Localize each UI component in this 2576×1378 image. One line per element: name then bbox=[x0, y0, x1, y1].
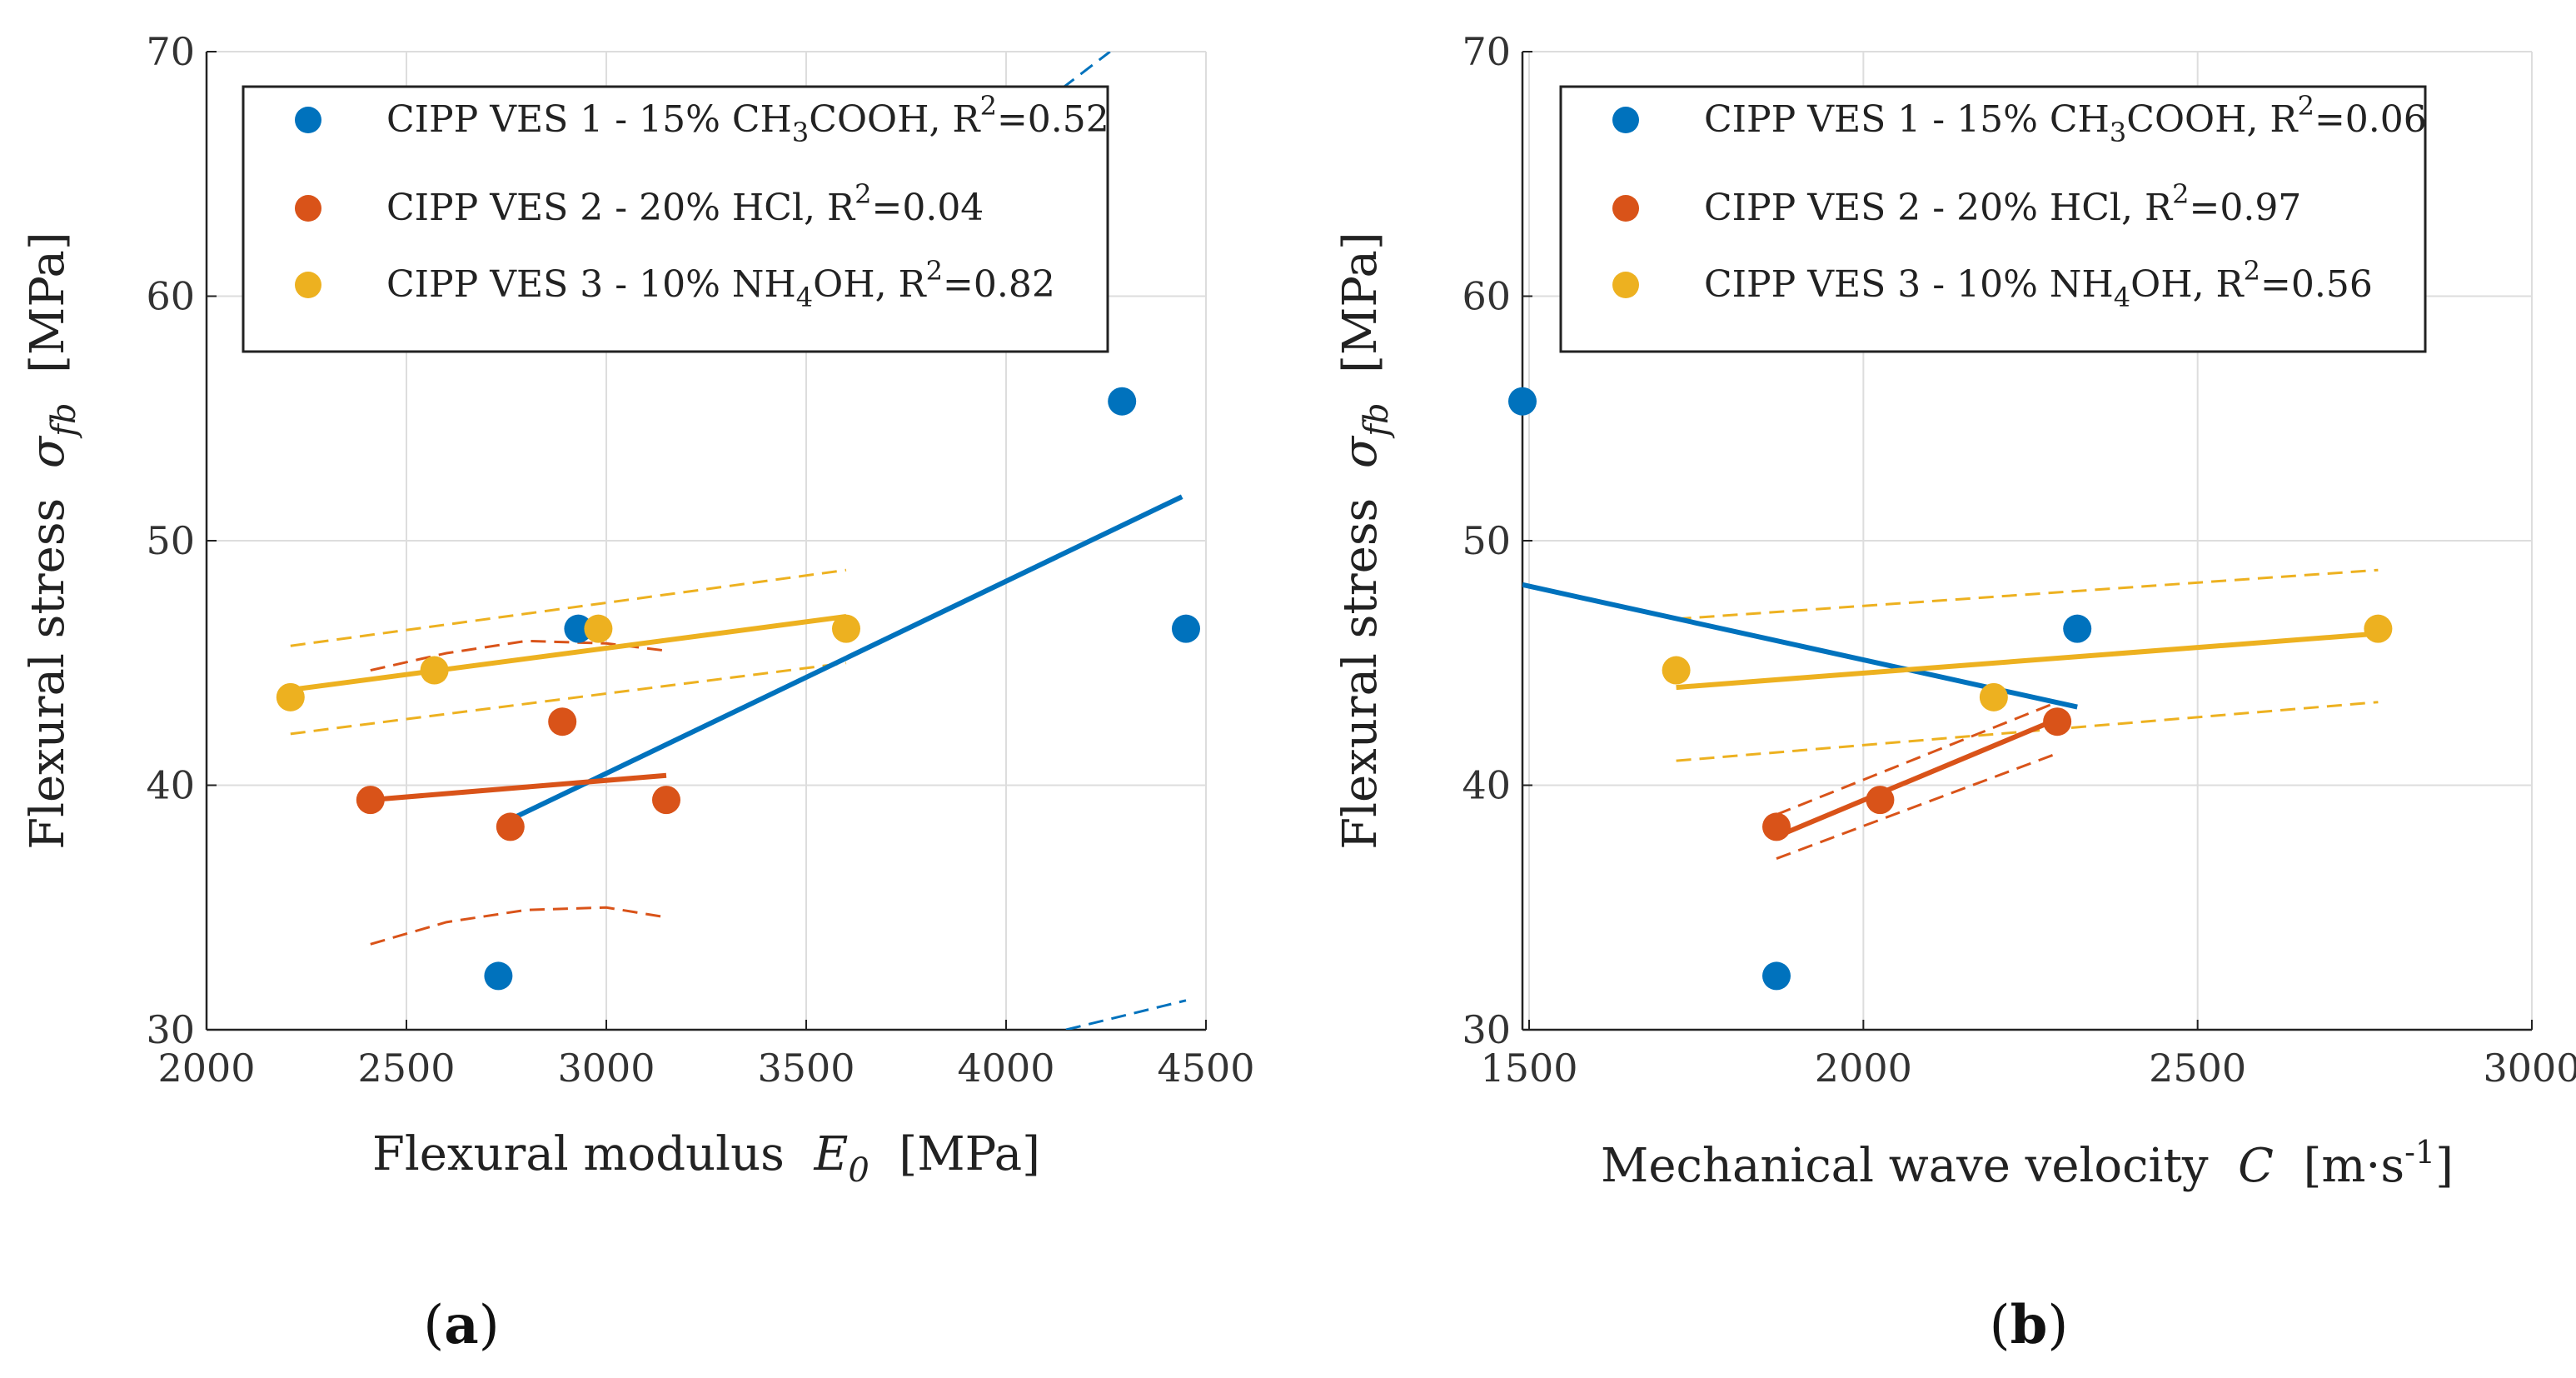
panel-b-y-tick-label: 70 bbox=[1462, 29, 1511, 74]
panel-a-ves1-point bbox=[484, 961, 513, 991]
panel-a-ves3-ci-lower bbox=[290, 662, 847, 736]
panel-b-ves3-point bbox=[1979, 682, 2008, 711]
panel-a-ves3-point bbox=[276, 682, 305, 711]
panel-a-ves2-point bbox=[496, 812, 525, 841]
panel-a-ves1-point bbox=[1108, 387, 1137, 416]
panel-b-x-tick-label: 2000 bbox=[1815, 1046, 1912, 1091]
panel-b-legend-label-ves3: CIPP VES 3 - 10% NH4OH, R2=0.56 bbox=[1704, 255, 2373, 313]
panel-a-ves1-point bbox=[1172, 614, 1200, 643]
panel-a-x-tick-label: 3500 bbox=[757, 1046, 855, 1091]
panel-a-plot-area bbox=[290, 52, 1187, 1030]
panel-a-ves2-ci-lower bbox=[370, 906, 667, 946]
panel-a-ves2-point bbox=[356, 786, 385, 815]
panel-b-y-tick-label: 50 bbox=[1462, 518, 1511, 563]
panel-b-y-tick-label: 30 bbox=[1462, 1007, 1511, 1052]
panel-b-y-axis-label: Flexural stress σfb [MPa] bbox=[1333, 232, 1396, 850]
panel-a-y-tick-label: 30 bbox=[146, 1007, 195, 1052]
panel-a-ves3-fit-line bbox=[290, 614, 847, 693]
panel-a-x-tick-label: 3000 bbox=[557, 1046, 655, 1091]
panel-b-ves2-fit-line bbox=[1775, 716, 2059, 839]
panel-a-ves3-point bbox=[832, 614, 860, 643]
panel-b-ves1-point bbox=[2063, 614, 2092, 643]
panel-b-y-tick-label: 40 bbox=[1462, 763, 1511, 808]
panel-b-legend-box bbox=[1559, 85, 2427, 353]
panel-a-legend-marker-ves1 bbox=[295, 107, 321, 133]
panel-b-ves3-ci-upper bbox=[1676, 568, 2379, 621]
panel-b-x-tick-label: 1500 bbox=[1480, 1046, 1577, 1091]
panel-a-ves1-point bbox=[564, 614, 593, 643]
panel-b-x-tick-label: 3000 bbox=[2483, 1046, 2576, 1091]
panel-b-ves1-point bbox=[1508, 387, 1537, 416]
panel-a-legend-label-ves3: CIPP VES 3 - 10% NH4OH, R2=0.82 bbox=[386, 255, 1055, 313]
panel-b-ves2-point bbox=[1866, 786, 1895, 815]
panel-b-x-axis-label: Mechanical wave velocity C [m·s-1] bbox=[1601, 1134, 2454, 1193]
panel-a-x-tick-label: 4500 bbox=[1157, 1046, 1254, 1091]
panel-a-ves3-point bbox=[584, 614, 613, 643]
panel-a-legend-box bbox=[242, 85, 1109, 353]
panel-b-ves1-point bbox=[1762, 961, 1791, 991]
panel-b-ves2-point bbox=[1762, 812, 1791, 841]
panel-a-y-tick-label: 40 bbox=[146, 763, 195, 808]
panel-b-ves2-point bbox=[2043, 707, 2072, 736]
panel-a-legend-marker-ves2 bbox=[295, 195, 321, 222]
panel-a-x-tick-label: 2500 bbox=[357, 1046, 455, 1091]
panel-a-legend-marker-ves3 bbox=[295, 272, 321, 298]
panel-b-ves3-point bbox=[1662, 656, 1691, 685]
panel-b-ves2-ci-upper bbox=[1776, 701, 2058, 816]
panel-b-chart: 1500 2000 2500 3000 30 40 50 60 70 CIPP VES 1 - 1… bbox=[1333, 29, 2576, 1356]
panel-a-x-tick-label: 2000 bbox=[157, 1046, 255, 1091]
panel-a-panel-label: (a) bbox=[423, 1294, 499, 1356]
panel-a-ves2-point bbox=[652, 786, 680, 815]
panel-a-y-tick-label: 70 bbox=[146, 29, 195, 74]
panel-a-ves2-point bbox=[548, 707, 577, 736]
panel-b-x-tick-label: 2500 bbox=[2149, 1046, 2246, 1091]
panel-b-legend-label-ves1: CIPP VES 1 - 15% CH3COOH, R2=0.06 bbox=[1704, 90, 2427, 148]
panel-b-panel-label: (b) bbox=[1990, 1294, 2069, 1356]
panel-a-y-axis-label: Flexural stress σfb [MPa] bbox=[21, 232, 83, 850]
panel-a-ves1-ci-upper bbox=[1061, 52, 1111, 90]
panel-a-y-tick-label: 50 bbox=[146, 518, 195, 563]
panel-a-x-tick-label: 4000 bbox=[957, 1046, 1054, 1091]
panel-a-chart: 2000 2500 3000 3500 4000 4500 30 40 50 60 70 CIPP V… bbox=[21, 29, 1255, 1356]
panel-b-legend-marker-ves1 bbox=[1612, 107, 1639, 133]
panel-b-ves3-fit-line bbox=[1676, 631, 2379, 691]
panel-a-legend-label-ves2: CIPP VES 2 - 20% HCl, R2=0.04 bbox=[386, 178, 984, 229]
panel-b-legend-label-ves2: CIPP VES 2 - 20% HCl, R2=0.97 bbox=[1704, 178, 2301, 229]
panel-a-ves1-fit-line bbox=[509, 494, 1183, 822]
panel-b-ves2-ci-lower bbox=[1776, 751, 2058, 860]
panel-a-y-tick-label: 60 bbox=[146, 274, 195, 319]
panel-b-legend-marker-ves2 bbox=[1612, 195, 1639, 222]
panel-b-y-tick-label: 60 bbox=[1462, 274, 1511, 319]
panel-a-ves3-point bbox=[420, 656, 449, 685]
panel-a-ves3-ci-upper bbox=[290, 568, 847, 647]
panel-a-legend-label-ves1: CIPP VES 1 - 15% CH3COOH, R2=0.52 bbox=[386, 90, 1109, 148]
panel-a-ves1-ci-lower bbox=[1065, 999, 1187, 1030]
panel-b-ves3-point bbox=[2364, 614, 2393, 643]
panel-a-x-axis-label: Flexural modulus E0 [MPa] bbox=[372, 1127, 1040, 1190]
panel-a-ves2-fit-line bbox=[370, 772, 667, 803]
panel-b-legend-marker-ves3 bbox=[1612, 272, 1639, 298]
